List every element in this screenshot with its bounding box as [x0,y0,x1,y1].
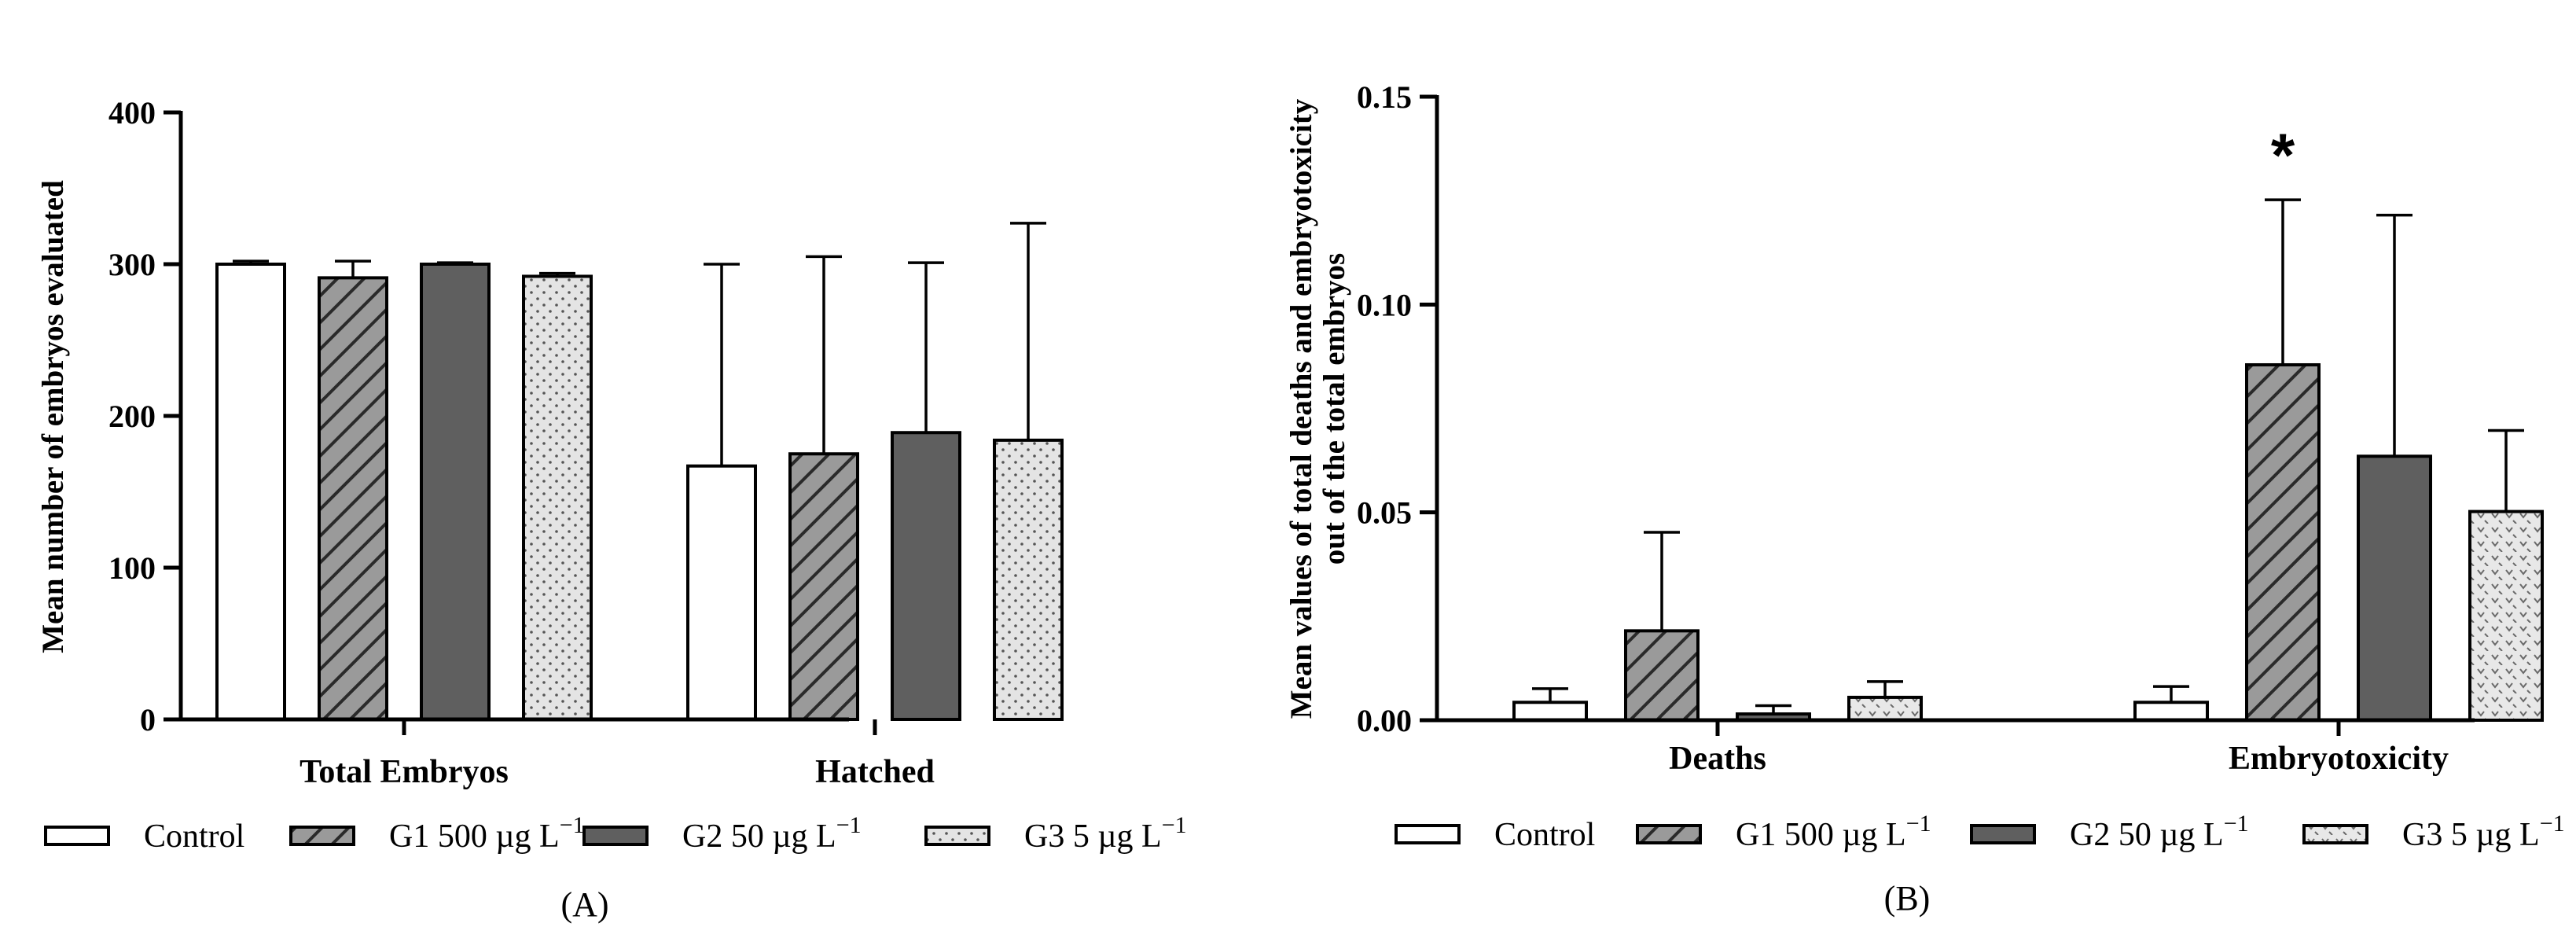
bar [993,438,1064,721]
y-tick-label: 0.05 [1357,495,1412,531]
category-label: Embryotoxicity [2229,741,2449,777]
legend-swatch [44,826,110,846]
legend-label-text: G2 50 µg L [682,818,836,855]
legend-label: G2 50 µg L−1 [2070,811,2249,853]
legend-label: G1 500 µg L−1 [1736,811,1931,853]
legend-swatch [924,826,990,846]
bar [1512,701,1588,722]
category-label: Total Embryos [299,754,509,790]
legend-swatch [1970,824,2036,844]
legend-swatch [289,826,355,846]
bar [2468,509,2544,722]
legend-label: G2 50 µg L−1 [682,812,862,855]
y-tick-label: 0.15 [1357,79,1412,115]
legend-b: Control G1 500 µg L−1 G2 50 µg L−1 G3 5 µg … [1395,811,2565,853]
legend-label-text: Control [1494,817,1595,853]
error-bar [806,255,842,454]
legend-label-text: G1 500 µg L [1736,817,1906,853]
legend-a: Control G1 500 µg L−1 G2 50 µg L−1 G3 5 µg … [44,812,1187,855]
bar [420,263,491,721]
legend-label-superscript: −1 [2540,811,2565,837]
y-axis-label: Mean number of embryos evaluated [36,180,70,653]
y-tick-label: 400 [108,95,156,131]
y-tick-label: 0.00 [1357,703,1412,738]
legend-label-text: G1 500 µg L [389,818,560,855]
y-tick-label: 100 [108,550,156,586]
error-bar [704,263,740,466]
bar [1847,695,1923,723]
bar [2357,454,2432,723]
category-label: Hatched [815,754,935,790]
y-tick-label: 0 [140,702,156,737]
bar [686,464,757,721]
legend-label-superscript: −1 [1162,812,1187,838]
legend-label-superscript: −1 [2224,811,2249,837]
chart-panel-a: 0 100 200 300 400 Total Embryos Hatched Mean nu… [36,95,1064,790]
legend-label-text: G3 5 µg L [2402,817,2540,853]
y-tick-label: 300 [108,247,156,282]
panel-label-a: (A) [560,885,608,924]
legend-label-superscript: −1 [1906,811,1931,837]
error-bar [335,259,371,278]
bar [318,276,388,721]
bar [215,263,286,721]
chart-panel-b: 0.00 0.05 0.10 0.15 Deaths Embryotoxicity Mean… [1284,79,2544,777]
legend-label: G3 5 µg L−1 [2402,811,2565,853]
bar [1624,629,1700,722]
bar [788,452,859,721]
legend-label-superscript: −1 [560,812,585,838]
legend-label: Control [1494,817,1595,853]
legend-swatch [1395,824,1461,844]
category-label: Deaths [1669,741,1766,777]
bar [522,274,593,721]
bar [891,431,961,721]
legend-label-text: G2 50 µg L [2070,817,2224,853]
y-axis-label: out of the total embryos [1317,253,1351,565]
y-tick-label: 0.10 [1357,287,1412,322]
bar [2245,362,2321,722]
error-bar [1010,222,1046,440]
legend-label-text: G3 5 µg L [1024,818,1162,855]
legend-label-superscript: −1 [836,812,862,838]
legend-swatch [582,826,649,846]
legend-label: G3 5 µg L−1 [1024,812,1187,855]
legend-label: Control [144,818,244,855]
y-tick-label: 200 [108,399,156,434]
significance-annotation: * [2271,120,2295,189]
error-bar [908,261,944,433]
legend-label: G1 500 µg L−1 [389,812,585,855]
legend-swatch [2302,824,2368,844]
panel-label-b: (B) [1884,879,1931,918]
legend-label-text: Control [144,818,244,855]
bar [2133,701,2209,722]
legend-swatch [1636,824,1702,844]
y-axis-label: Mean values of total deaths and embryoto… [1284,98,1318,719]
